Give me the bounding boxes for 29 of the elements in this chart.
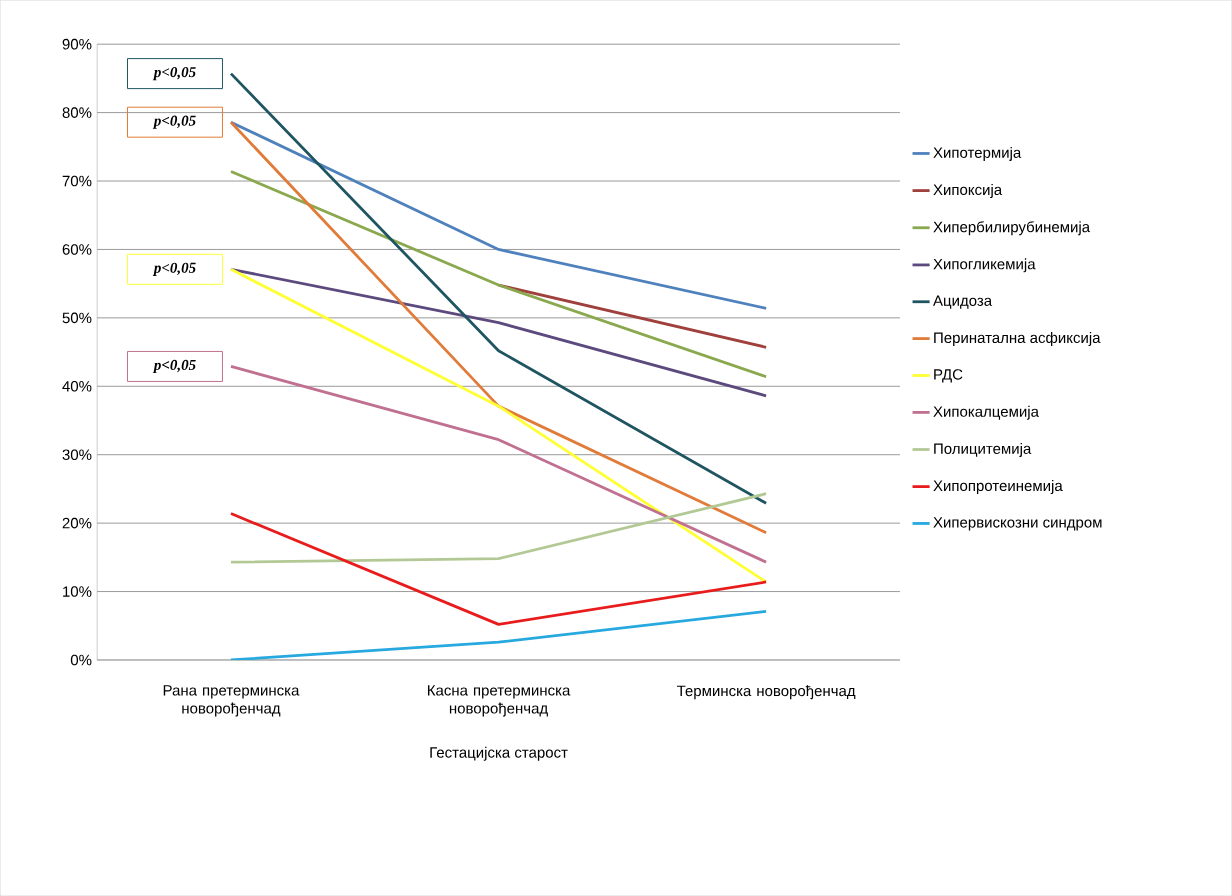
y-tick-label: 90% [62,38,92,50]
legend-label: РДС [934,369,963,383]
y-tick-label: 20% [62,517,92,529]
y-tick-label: 0% [70,654,92,666]
y-tick-label: 60% [62,244,92,255]
legend-label: Хипогликемија [933,258,1036,273]
legend-label: Ацидоза [933,295,993,309]
y-tick-label: 30% [62,449,92,460]
x-axis-title: Гестацијска старост [430,746,568,761]
x-tick-label: Касна претерминска новорођенчад [427,685,571,717]
legend-label: Хипопротеинемија [933,480,1063,494]
legend-label: Хипотермија [933,146,1022,161]
annotation: p<0,05 [152,115,196,129]
annotation: p<0,05 [152,262,196,276]
y-tick-label: 80% [62,107,92,118]
legend-label: Хипокалцемија [933,405,1039,420]
legend-label: Перинатална асфиксија [934,331,1101,346]
y-tick-label: 70% [62,175,92,187]
y-tick-label: 10% [63,586,92,597]
annotation: p<0,05 [152,66,196,81]
legend-label: Хипербилирубинемија [933,221,1091,236]
legend-label: Хипоксија [933,183,1003,198]
x-tick-label: Рана претерминска новорођенчад [163,685,300,717]
legend-label: Хипервискозни синдром [933,517,1102,531]
y-tick-label: 50% [62,312,92,324]
annotation: p<0,05 [152,359,196,373]
legend-label: Полицитемија [934,442,1032,457]
y-tick-label: 40% [62,380,92,392]
x-tick-label: Терминска новорођенчад [676,685,856,700]
